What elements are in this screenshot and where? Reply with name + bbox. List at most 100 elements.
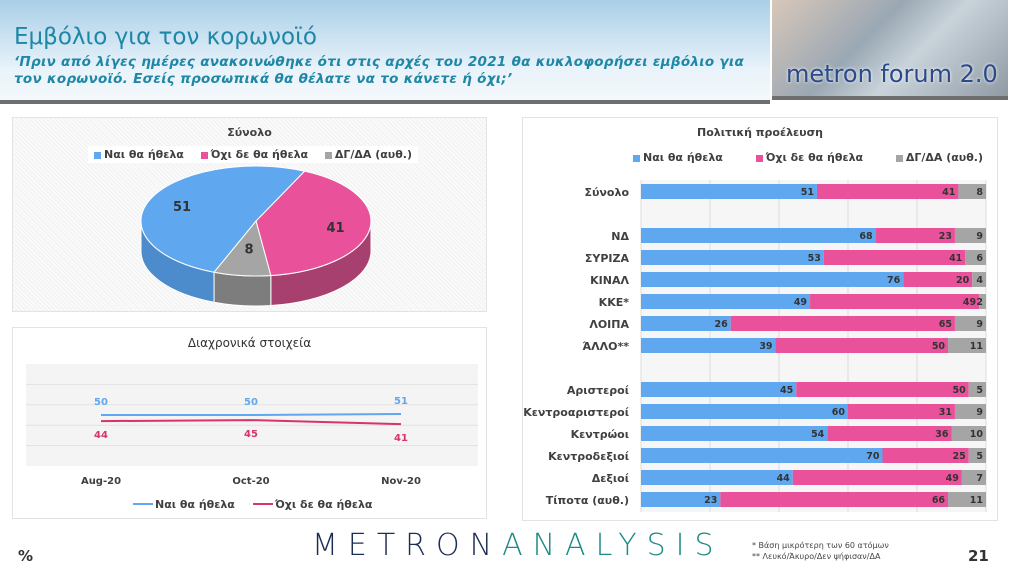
legend-label: Ναι θα ήθελα [643,151,723,164]
row-label: ΣΥΡΙΖΑ [585,252,630,265]
bar-segment [641,184,817,199]
pie-data-label: 8 [244,242,253,257]
row-label: Αριστεροί [567,384,629,397]
pie-legend: Ναι θα ήθελα Όχι δε θα ήθελα ΔΓ/ΔΑ (αυθ.) [88,146,418,163]
legend-item: Όχι δε θα ήθελα [200,148,309,161]
legend-label: ΔΓ/ΔΑ (αυθ.) [334,148,412,161]
x-tick-label: Oct-20 [232,476,269,487]
bar-segment [827,426,952,441]
bar-segment [948,338,986,353]
bar-data-label: 41 [949,253,962,264]
line-data-label: 51 [394,396,408,407]
line-title: Διαχρονικά στοιχεία [187,336,312,350]
footnotes: * Βάση μικρότερη των 60 ατόμων ** Λευκό/Ά… [752,540,889,562]
legend-swatch [755,154,763,162]
bar-data-label: 23 [704,495,717,506]
page-number: 21 [968,547,989,565]
bar-data-label: 53 [808,253,821,264]
bar-segment [948,492,986,507]
bar-data-label: 10 [970,429,984,440]
legend-label: Ναι θα ήθελα [155,498,235,511]
bar-data-label: 9 [976,319,983,330]
pie-chart-panel: Σύνολο Ναι θα ήθελα Όχι δε θα ήθελα ΔΓ/ΔΑ … [12,117,487,312]
bar-segment [641,470,793,485]
legend-label: Όχι δε θα ήθελα [210,148,309,161]
line-data-label: 44 [94,430,108,441]
bar-segment [730,316,955,331]
bar-segment [641,250,824,265]
bar-segment [796,382,969,397]
legend-swatch [200,151,208,159]
legend-item: Ναι θα ήθελα [633,151,723,164]
bar-segment [961,470,986,485]
bar-data-label: 26 [714,319,728,330]
pie-title: Σύνολο [227,126,272,139]
bar-segment [641,316,731,331]
line-data-label: 41 [394,433,408,444]
bar-segment [954,404,986,419]
line-data-label: 50 [94,397,108,408]
bar-data-label: 66 [932,495,946,506]
row-label: Κεντροδεξιοί [548,450,629,463]
legend-label: ΔΓ/ΔΑ (αυθ.) [905,151,983,164]
legend-label: Ναι θα ήθελα [104,148,184,161]
line-data-label: 50 [244,397,258,408]
bar-segment [641,492,721,507]
legend-item: ΔΓ/ΔΑ (αυθ.) [324,148,412,161]
bar-data-label: 11 [970,495,983,506]
row-label: Σύνολο [584,186,629,199]
pie-slice-side [213,271,272,307]
bar-segment [775,338,949,353]
bar-segment [641,294,811,309]
logo-analysis: ANALYSIS [502,528,724,563]
bar-title: Πολιτική προέλευση [697,126,823,139]
legend-label: Όχι δε θα ήθελα [765,151,864,164]
bar-data-label: 65 [939,319,952,330]
pie-data-label: 41 [327,221,345,236]
bar-segment [641,272,904,287]
bar-data-label: 54 [811,429,825,440]
bar-data-label: 31 [939,407,952,418]
bar-data-label: 51 [801,187,814,198]
bar-segment [641,228,876,243]
line-legend: Ναι θα ήθελα Όχι δε θα ήθελα [133,498,373,511]
line-data-label: 45 [244,429,258,440]
bar-data-label: 45 [780,385,793,396]
bar-segment [810,294,980,309]
bar-data-label: 4 [976,275,983,286]
line-series [101,412,402,416]
row-label: Δεξιοί [592,472,629,485]
bar-data-label: 7 [976,473,983,484]
legend-item: Όχι δε θα ήθελα [755,151,864,164]
bar-segment [972,272,986,287]
pie-data-label: 51 [173,200,191,215]
row-label: ΝΔ [611,230,629,243]
bar-segment [951,426,986,441]
bar-data-label: 11 [970,341,983,352]
x-tick-label: Aug-20 [81,476,121,487]
bar-segment [823,250,966,265]
legend-item: Ναι θα ήθελα [94,148,184,161]
bar-data-label: 49 [963,297,976,308]
legend-swatch [895,154,903,162]
bar-segment [720,492,949,507]
bar-data-label: 50 [932,341,946,352]
bar-segment [954,228,986,243]
bar-segment [965,250,986,265]
bar-segment [968,382,986,397]
slide-header: Εμβόλιο για τον κορωνοϊό ‘Πριν από λίγες… [0,0,770,104]
bar-data-label: 5 [976,451,983,462]
unit-label: % [18,547,34,565]
bar-data-label: 9 [976,407,983,418]
bar-data-label: 41 [942,187,955,198]
bar-data-label: 20 [956,275,970,286]
bar-data-label: 50 [953,385,967,396]
line-chart: Aug-20 Oct-20 Nov-20 50 50 51 44 45 41 Ναι θα ήθε… [26,364,478,511]
row-label: ΛΟΙΠΑ [589,318,629,331]
bar-chart-panel: Πολιτική προέλευση Ναι θα ήθελα Όχι δε θα… [522,117,998,521]
bar-data-label: 60 [832,407,846,418]
bar-segment [792,470,962,485]
bar-data-label: 39 [759,341,772,352]
line-series [100,419,402,426]
